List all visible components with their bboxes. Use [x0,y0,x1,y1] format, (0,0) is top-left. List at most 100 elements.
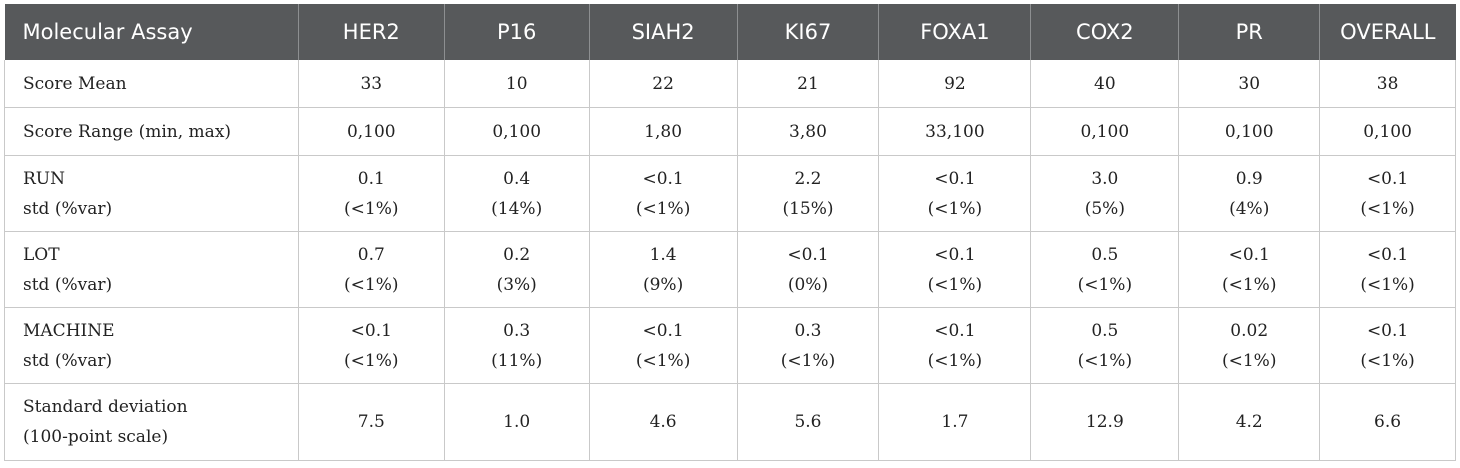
header-ki67: KI67 [737,4,880,60]
cell-value: 30 [1238,73,1261,94]
header-molecular-assay: Molecular Assay [4,4,299,60]
cell-percent: (9%) [642,274,684,295]
cell-value: 0,100 [1080,121,1130,142]
row-label: Score Range (min, max) [4,107,299,156]
cell-value: <0.1 [1228,244,1270,265]
table-cell: 92 [878,60,1032,108]
cell-value: 4.6 [649,412,677,432]
cell-value: <0.1 [1366,168,1409,189]
cell-percent: (<1%) [1221,274,1277,295]
cell-value: 0.2 [503,244,531,265]
header-row: Molecular Assay HER2 P16 SIAH2 KI67 FOXA… [4,4,1456,60]
table-cell: 1.7 [878,383,1032,461]
cell-value: <0.1 [934,320,976,341]
table-cell: 10 [444,60,590,108]
row-score-range: Score Range (min, max) 0,100 0,100 1,80 … [4,107,1456,156]
cell-value: <0.1 [934,168,976,189]
cell-value: 3,80 [789,121,827,142]
row-label: Standard deviation (100-point scale) [4,383,299,461]
table-cell: 7.5 [298,383,445,461]
cell-percent: (<1%) [344,198,399,219]
table-cell: <0.1 (<1%) [1178,231,1321,308]
table-cell: <0.1 (<1%) [589,155,738,232]
cell-percent: (14%) [491,198,543,219]
cell-value: 12.9 [1085,412,1124,432]
table-cell: 0.02 (<1%) [1178,307,1321,384]
cell-value: 0.3 [794,320,822,341]
row-label-line: Score Mean [23,73,127,94]
table-cell: 0.3 (11%) [444,307,590,384]
row-score-mean: Score Mean 33 10 22 21 92 40 30 38 [4,60,1456,108]
table-cell: 1,80 [589,107,738,156]
molecular-assay-table: Molecular Assay HER2 P16 SIAH2 KI67 FOXA… [4,4,1456,461]
table-cell: 2.2 (15%) [737,155,880,232]
header-foxa1: FOXA1 [878,4,1032,60]
row-standard-deviation: Standard deviation (100-point scale) 7.5… [4,383,1456,461]
cell-value: 38 [1376,73,1399,94]
cell-percent: (15%) [782,198,834,219]
cell-value: 0,100 [492,121,542,142]
cell-value: 0,100 [1224,121,1274,142]
cell-value: 0.4 [503,168,531,189]
cell-value: <0.1 [350,320,392,341]
table-cell: <0.1 (<1%) [878,307,1032,384]
cell-percent: (<1%) [635,198,691,219]
cell-value: 1.0 [503,412,531,432]
table-cell: 0,100 [298,107,445,156]
table-cell: 40 [1030,60,1180,108]
cell-percent: (<1%) [1077,350,1133,371]
table-cell: 6.6 [1319,383,1456,461]
cell-value: 0,100 [1363,121,1412,142]
table-cell: 5.6 [737,383,880,461]
cell-value: 22 [652,73,674,94]
table-cell: 0.1 (<1%) [298,155,445,232]
row-label-line: RUN [23,168,66,189]
cell-percent: (<1%) [344,274,399,295]
table-cell: 21 [737,60,880,108]
table-cell: 33 [298,60,445,108]
cell-percent: (0%) [787,274,829,295]
cell-value: 1.4 [649,244,677,265]
header-overall: OVERALL [1319,4,1456,60]
cell-value: 7.5 [357,412,385,432]
table-cell: 1.4 (9%) [589,231,738,308]
table-cell: 22 [589,60,738,108]
table-cell: <0.1 (<1%) [1319,307,1456,384]
cell-value: 1.7 [941,412,969,432]
table-cell: 0.2 (3%) [444,231,590,308]
table-cell: 0,100 [1178,107,1321,156]
cell-value: 0.7 [357,244,385,265]
table-cell: 1.0 [444,383,590,461]
table-cell: <0.1 (<1%) [1319,231,1456,308]
cell-value: 4.2 [1235,412,1263,432]
row-label-line: (100-point scale) [23,427,169,447]
cell-value: 33,100 [925,121,985,142]
row-lot-std: LOT std (%var) 0.7 (<1%) 0.2 (3%) 1.4 (9%) … [4,231,1456,308]
table-cell: 0.3 (<1%) [737,307,880,384]
cell-value: 3.0 [1091,168,1119,189]
table-cell: 4.6 [589,383,738,461]
cell-percent: (<1%) [1077,274,1133,295]
cell-value: 0.5 [1091,244,1119,265]
row-label: MACHINE std (%var) [4,307,299,384]
cell-percent: (<1%) [927,274,983,295]
cell-percent: (<1%) [344,350,399,371]
table-cell: 0.9 (4%) [1178,155,1321,232]
header-p16: P16 [444,4,590,60]
table-cell: 3,80 [737,107,880,156]
cell-value: 0.5 [1091,320,1119,341]
table-cell: 0,100 [1319,107,1456,156]
cell-value: <0.1 [934,244,976,265]
cell-percent: (<1%) [927,198,983,219]
cell-value: 1,80 [644,121,683,142]
table-cell: 0,100 [444,107,590,156]
row-label-line: Standard deviation [23,397,188,417]
cell-value: <0.1 [787,244,829,265]
header-cox2: COX2 [1030,4,1180,60]
row-run-std: RUN std (%var) 0.1 (<1%) 0.4 (14%) <0.1 (<1… [4,155,1456,232]
cell-percent: (11%) [491,350,543,371]
cell-value: 2.2 [794,168,822,189]
cell-value: 21 [797,73,819,94]
table-cell: <0.1 (<1%) [298,307,445,384]
cell-percent: (5%) [1084,198,1125,219]
